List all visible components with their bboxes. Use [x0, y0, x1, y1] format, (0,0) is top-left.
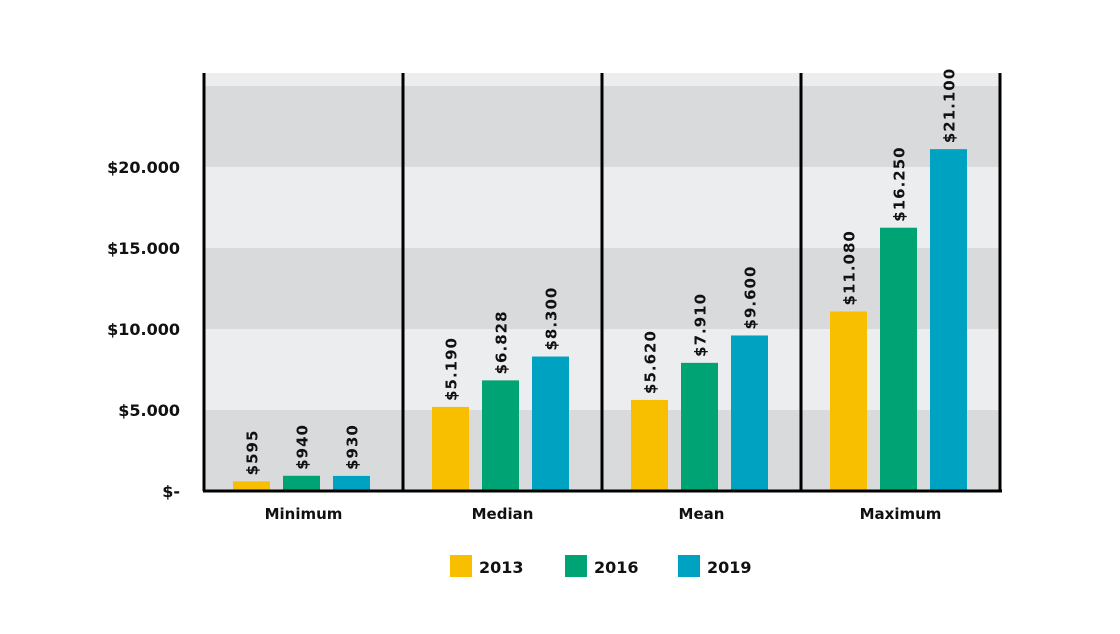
x-tick-label: Maximum: [860, 505, 942, 523]
bar-2013-mean: [631, 399, 668, 491]
data-label: $21.100: [941, 68, 959, 143]
y-tick-label: $15.000: [107, 239, 180, 258]
x-tick-label: Minimum: [265, 505, 343, 523]
legend-label: 2016: [594, 558, 639, 577]
data-label: $8.300: [543, 287, 561, 351]
bar-2013-maximum: [830, 311, 867, 491]
data-label: $6.828: [493, 310, 511, 374]
bar-2019-median: [532, 356, 569, 491]
data-label: $930: [344, 424, 362, 470]
data-label: $7.910: [692, 293, 710, 357]
x-tick-label: Mean: [679, 505, 725, 523]
legend-label: 2013: [479, 558, 524, 577]
y-tick-label: $20.000: [107, 158, 180, 177]
legend-swatch-2013: [450, 555, 472, 577]
bar-2019-minimum: [333, 475, 370, 491]
legend-swatch-2019: [678, 555, 700, 577]
bar-2016-median: [482, 380, 519, 491]
data-label: $9.600: [742, 266, 760, 330]
data-label: $5.620: [642, 330, 660, 394]
x-tick-label: Median: [472, 505, 534, 523]
data-label: $11.080: [841, 230, 859, 305]
bar-2016-mean: [681, 362, 718, 491]
y-tick-label: $5.000: [118, 401, 180, 420]
bar-2016-maximum: [880, 227, 917, 492]
y-tick-label: $-: [162, 482, 180, 501]
bar-2019-maximum: [930, 149, 967, 492]
bar-2016-minimum: [283, 475, 320, 491]
bar-2013-minimum: [233, 481, 270, 491]
bar-2019-mean: [731, 335, 768, 491]
data-label: $16.250: [891, 146, 909, 221]
legend-label: 2019: [707, 558, 752, 577]
y-tick-label: $10.000: [107, 320, 180, 339]
bar-2013-median: [432, 406, 469, 491]
data-label: $5.190: [443, 337, 461, 401]
data-label: $595: [244, 430, 262, 476]
legend-swatch-2016: [565, 555, 587, 577]
data-label: $940: [294, 424, 312, 470]
